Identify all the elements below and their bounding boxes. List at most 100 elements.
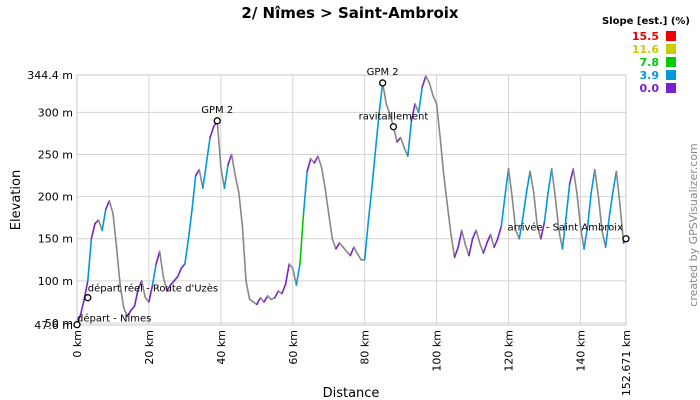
profile-segment [158, 250, 165, 278]
profile-segment [428, 82, 434, 97]
profile-segment [130, 305, 136, 312]
profile-segment [421, 75, 427, 88]
profile-segment [374, 113, 380, 152]
y-tick-label: 47.6 m [34, 319, 73, 332]
profile-segment [518, 216, 524, 240]
profile-segment [594, 168, 600, 198]
profile-segment [471, 229, 477, 240]
profile-segment [338, 242, 344, 248]
profile-segment [184, 237, 190, 265]
profile-segment [234, 174, 240, 194]
legend-swatch [666, 83, 676, 93]
profile-segment [529, 170, 535, 194]
profile-segment [439, 136, 445, 177]
profile-segment [615, 170, 621, 206]
legend-swatch [666, 57, 676, 67]
legend-swatch [666, 31, 676, 41]
profile-segment [457, 229, 463, 248]
profile-segment [576, 191, 582, 227]
profile-segment [227, 153, 233, 166]
profile-segment [356, 253, 362, 261]
y-tick-label: 200 m [38, 191, 73, 204]
chart-title: 2/ Nîmes > Saint-Ambroix [241, 4, 459, 22]
profile-segment [284, 263, 290, 286]
profile-segment [489, 233, 495, 248]
profile-segment [238, 191, 244, 227]
waypoint-marker [389, 123, 398, 131]
x-tick-label: 60 km [287, 330, 300, 365]
profile-segment [590, 168, 596, 194]
profile-segment [223, 163, 229, 190]
profile-segment [558, 229, 564, 250]
profile-segment [187, 208, 193, 240]
y-tick-label: 50 m [45, 317, 73, 330]
profile-segment [331, 237, 337, 250]
waypoint-marker [73, 321, 81, 329]
legend-value: 11.6 [632, 43, 659, 56]
profile-segment [108, 200, 114, 215]
x-tick-label: 0 km [71, 330, 84, 358]
profile-segment [572, 168, 578, 194]
profile-segment [507, 168, 513, 198]
profile-segment [140, 280, 147, 299]
profile-segment [514, 229, 521, 240]
legend-title: Slope [est.] (%) [602, 16, 690, 27]
profile-segment [608, 191, 614, 219]
profile-segment [478, 242, 485, 254]
profile-segment [216, 120, 222, 168]
profile-segment [202, 162, 208, 190]
y-tick-label: 250 m [38, 149, 73, 162]
profile-segment [385, 103, 391, 115]
profile-segment [367, 187, 373, 223]
profile-segment [543, 191, 549, 223]
credit-text: created by GPSVisualizer.com [687, 143, 700, 306]
profile-segment [579, 225, 585, 250]
profile-segment [486, 233, 492, 244]
profile-segment [324, 187, 330, 215]
y-tick-label: 100 m [38, 275, 73, 288]
profile-segment [173, 275, 179, 282]
profile-segment [371, 149, 377, 190]
profile-segment [435, 103, 441, 139]
profile-segment [205, 136, 211, 164]
y-tick-label: 344.4 m [27, 69, 73, 82]
profile-segment [273, 290, 280, 299]
x-tick-label: 80 km [359, 330, 372, 365]
profile-segment [291, 267, 298, 286]
profile-segment [220, 166, 226, 190]
profile-segment [327, 212, 334, 240]
profile-segment [313, 155, 319, 164]
profile-segment [104, 200, 111, 211]
profile-segment [259, 296, 265, 303]
profile-segment [209, 125, 215, 139]
waypoint-label: arrivée - Saint Ambroix [508, 222, 624, 234]
waypoint-marker [379, 79, 387, 87]
profile-segment [468, 237, 474, 257]
waypoint-marker [84, 294, 92, 302]
profile-segment [230, 153, 237, 177]
waypoint-label: départ - Nîmes [77, 313, 151, 325]
profile-segment [432, 94, 438, 105]
profile-segment [166, 284, 172, 292]
profile-segment [349, 246, 355, 257]
profile-segment [604, 216, 611, 248]
plot-frame [76, 74, 627, 326]
profile-segment [295, 263, 301, 286]
profile-segment [241, 225, 247, 282]
profile-segment [442, 174, 449, 206]
profile-segment [363, 221, 370, 261]
profile-segment [245, 280, 251, 301]
profile-segment [299, 212, 305, 265]
profile-segment [335, 242, 341, 250]
legend-value: 0.0 [640, 82, 660, 95]
profile-segment [540, 221, 546, 240]
x-axis-ticks: 0 km 20 km 40 km 60 km 80 km 100 km 120 km 140 … [71, 330, 633, 396]
waypoint-marker [622, 235, 630, 243]
profile-segment [133, 288, 139, 307]
profile-segment [191, 174, 197, 211]
profile-segment [565, 183, 571, 219]
legend-value: 3.9 [640, 69, 660, 82]
profile-segment [525, 170, 531, 194]
profile-segment [446, 204, 452, 236]
